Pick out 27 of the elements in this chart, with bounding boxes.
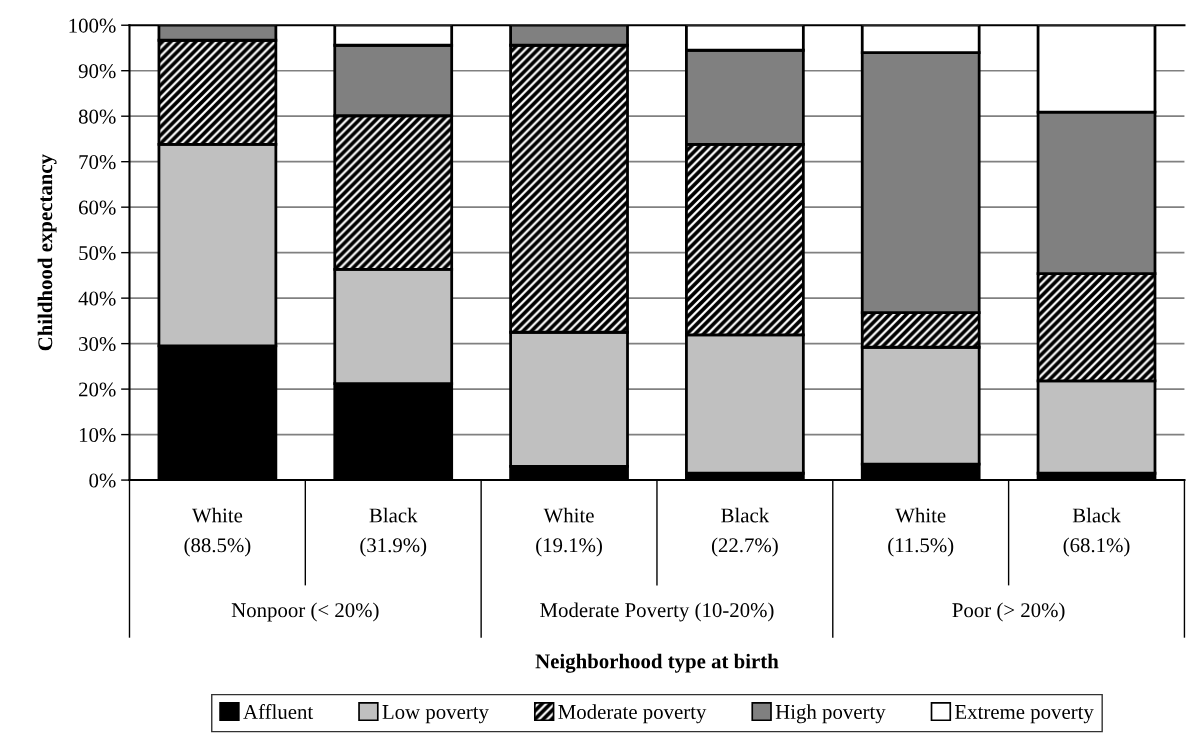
y-tick-label: 70%: [79, 155, 116, 170]
x-tick-label: White (19.1%): [536, 507, 602, 557]
text: Poor (> 20%): [952, 602, 1065, 622]
y-tick-label: 40%: [78, 291, 116, 306]
y-tick-label: 50%: [79, 246, 116, 261]
y-tick-label: 90%: [78, 64, 116, 79]
legend-label: Moderate poverty: [558, 704, 707, 724]
x-tick-label: White (88.5%): [184, 507, 251, 557]
legend-label: High poverty: [775, 704, 886, 724]
x-tick-label: Black (22.7%): [711, 507, 778, 557]
x-tick-label: Black (31.9%): [360, 507, 427, 557]
y-axis-title: Childhood expectancy: [37, 154, 57, 351]
legend-label: Affluent: [243, 704, 314, 719]
y-tick-label: 80%: [78, 109, 116, 124]
text: Nonpoor (< 20%): [231, 602, 379, 622]
y-tick-label: 10%: [79, 427, 116, 443]
y-tick-label: 0%: [89, 473, 116, 488]
x-tick-label: White (11.5%): [888, 507, 954, 557]
y-tick-label: 100%: [69, 18, 116, 33]
legend-label: Low poverty: [382, 705, 489, 724]
x-axis-title: Neighborhood type at birth: [535, 653, 779, 673]
legend-label: Extreme poverty: [955, 705, 1094, 724]
y-tick-label: 30%: [79, 336, 116, 352]
y-tick-label: 60%: [79, 200, 116, 215]
text: Moderate Poverty (10-20%): [540, 602, 774, 622]
y-tick-label: 20%: [79, 382, 116, 397]
x-tick-label: Black (68.1%): [1063, 507, 1130, 557]
